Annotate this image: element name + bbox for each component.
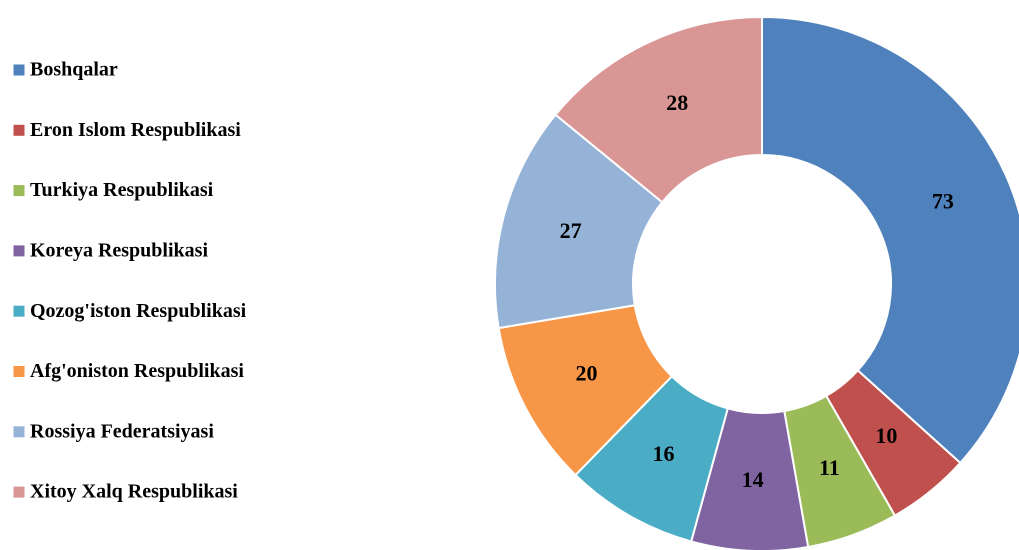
legend-swatch: [12, 425, 26, 439]
legend-label: Qozog'iston Respublikasi: [30, 300, 247, 322]
legend-label: Boshqalar: [30, 59, 118, 81]
legend-label: Xitoy Xalq Respublikasi: [30, 481, 238, 503]
legend-swatch: [12, 123, 26, 137]
legend-swatch: [12, 244, 26, 258]
legend-swatch: [12, 365, 26, 378]
data-label: 10: [875, 423, 897, 448]
legend-swatch: [12, 63, 26, 77]
data-label: 73: [932, 189, 954, 214]
data-label: 20: [576, 361, 598, 386]
slice: [554, 15, 763, 204]
legend-label: Turkiya Respublikasi: [30, 179, 214, 201]
slice: [761, 15, 1019, 465]
data-label: 11: [819, 455, 840, 480]
data-label: 28: [666, 90, 688, 115]
data-label: 16: [652, 441, 674, 466]
data-label: 27: [560, 218, 582, 243]
legend-swatch: [12, 485, 26, 499]
data-label: 14: [742, 467, 764, 492]
legend-label: Rossiya Federatsiyasi: [30, 420, 214, 442]
legend-label: Eron Islom Respublikasi: [30, 119, 241, 141]
legend-label: Koreya Respublikasi: [30, 239, 208, 261]
legend-swatch: [12, 184, 26, 198]
legend-label: Afg'oniston Respublikasi: [30, 360, 244, 382]
legend-swatch: [12, 304, 26, 318]
